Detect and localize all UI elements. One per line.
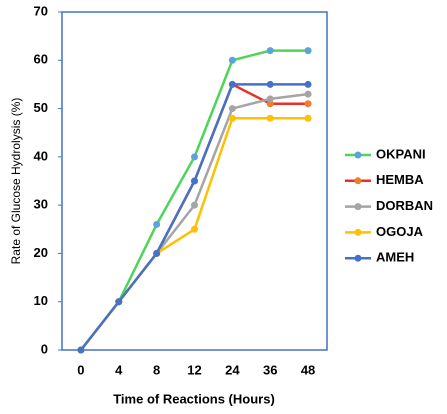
- data-point: [228, 80, 236, 88]
- data-point: [191, 225, 198, 233]
- y-tick-label: 60: [34, 52, 48, 67]
- legend-label: AMEH: [376, 250, 414, 265]
- x-axis-title: Time of Reactions (Hours): [113, 391, 275, 406]
- legend-marker: [354, 203, 362, 211]
- y-tick-label: 0: [41, 341, 48, 356]
- data-point: [266, 114, 274, 122]
- data-point: [304, 100, 312, 108]
- legend-label: HEMBA: [376, 172, 424, 187]
- y-tick-label: 70: [34, 3, 48, 18]
- x-tick-label: 48: [301, 362, 315, 377]
- x-tick-label: 36: [263, 362, 277, 377]
- x-tick-label: 4: [115, 362, 123, 377]
- data-point: [115, 298, 123, 306]
- data-point: [266, 80, 274, 88]
- series-line: [79, 92, 309, 351]
- legend-marker: [354, 177, 362, 185]
- data-point: [228, 56, 236, 64]
- y-tick-label: 10: [34, 293, 48, 308]
- data-point: [228, 114, 236, 122]
- legend-marker: [354, 228, 362, 236]
- legend-marker: [354, 151, 362, 159]
- y-tick-label: 40: [34, 148, 48, 163]
- data-point: [304, 80, 312, 88]
- series-line: [79, 116, 309, 351]
- plot-frame: [61, 11, 328, 351]
- y-tick-label: 20: [34, 245, 48, 260]
- legend-label: OGOJA: [376, 224, 424, 239]
- x-tick-label: 8: [153, 362, 160, 377]
- data-point: [266, 47, 274, 55]
- data-point: [77, 346, 85, 354]
- data-point: [266, 100, 274, 108]
- data-point: [228, 105, 236, 113]
- data-point: [191, 177, 198, 185]
- y-tick-label: 30: [34, 197, 48, 212]
- legend-label: OKPANI: [376, 146, 426, 161]
- data-point: [304, 47, 312, 55]
- data-point: [153, 220, 161, 228]
- series-line: [79, 83, 309, 351]
- legend-label: DORBAN: [376, 198, 433, 213]
- data-point: [191, 153, 198, 161]
- legend-marker: [354, 254, 362, 262]
- series-line: [79, 82, 309, 351]
- data-point: [304, 90, 312, 98]
- data-point: [153, 249, 161, 257]
- x-tick-label: 0: [77, 362, 84, 377]
- data-point: [266, 95, 274, 103]
- y-tick-label: 50: [34, 100, 48, 115]
- data-point: [304, 114, 312, 122]
- y-axis-title: Rate of Glucose Hydrolysis (%): [9, 98, 23, 265]
- data-point: [191, 201, 198, 209]
- x-tick-label: 24: [225, 362, 240, 377]
- x-tick-label: 12: [187, 362, 201, 377]
